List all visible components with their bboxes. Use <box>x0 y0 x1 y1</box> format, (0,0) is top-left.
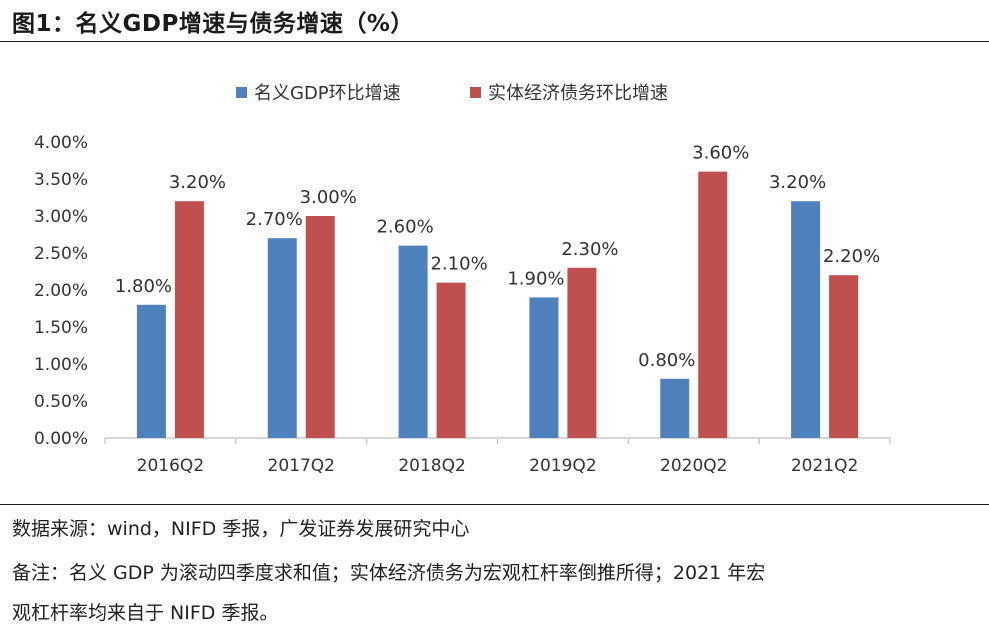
legend-swatch-series2 <box>470 87 481 98</box>
figure-title: 图1：名义GDP增速与债务增速（%） <box>12 11 414 37</box>
data-label: 2.60% <box>376 217 433 238</box>
bottom-rule <box>0 504 989 505</box>
bar-chart: 0.00% 0.50% 1.00% 1.50% 2.00% 2.50% 3.00% 3.50%… <box>34 83 891 476</box>
bar-series2 <box>174 201 204 438</box>
bar-series2 <box>436 282 466 438</box>
data-label: 3.20% <box>169 172 226 193</box>
y-tick-label: 1.00% <box>34 355 88 375</box>
bar-series2 <box>698 171 728 438</box>
y-tick-label: 4.00% <box>34 133 88 153</box>
data-label: 1.90% <box>507 268 564 289</box>
bar-series1 <box>267 238 297 438</box>
x-tick-label: 2017Q2 <box>268 456 335 476</box>
x-tick-label: 2021Q2 <box>791 456 858 476</box>
bar-series2 <box>829 275 859 438</box>
x-tick-label: 2020Q2 <box>660 456 727 476</box>
legend-label: 实体经济债务环比增速 <box>488 83 668 104</box>
x-tick-label: 2016Q2 <box>137 456 204 476</box>
y-tick-label: 0.00% <box>34 429 88 449</box>
bar-series1 <box>791 201 821 438</box>
data-label: 2.70% <box>246 209 303 230</box>
y-tick-label: 1.50% <box>34 318 88 338</box>
data-label: 2.20% <box>823 246 880 267</box>
bar-series1 <box>529 297 559 438</box>
y-tick-label: 2.50% <box>34 244 88 264</box>
bar-series1 <box>398 245 428 438</box>
legend-swatch-series1 <box>236 87 247 98</box>
data-label: 3.20% <box>769 172 826 193</box>
data-label: 3.60% <box>692 143 749 164</box>
data-label: 2.10% <box>430 254 487 275</box>
y-tick-label: 3.50% <box>34 170 88 190</box>
bar-series1 <box>136 304 166 438</box>
x-tick-label: 2018Q2 <box>398 456 465 476</box>
remark-note-line1: 备注：名义 GDP 为滚动四季度求和值；实体经济债务为宏观杠杆率倒推所得；202… <box>12 562 766 584</box>
y-tick-label: 2.00% <box>34 281 88 301</box>
data-label: 1.80% <box>115 276 172 297</box>
remark-note-line2: 观杠杆率均来自于 NIFD 季报。 <box>12 602 279 624</box>
y-tick-label: 0.50% <box>34 392 88 412</box>
data-label: 2.30% <box>561 239 618 260</box>
legend-label: 名义GDP环比增速 <box>254 83 401 104</box>
x-tick-label: 2019Q2 <box>529 456 596 476</box>
bar-series1 <box>660 378 690 438</box>
source-note: 数据来源：wind，NIFD 季报，广发证券发展研究中心 <box>12 518 470 540</box>
top-rule <box>0 41 989 42</box>
bar-series2 <box>305 216 335 438</box>
data-label: 3.00% <box>300 187 357 208</box>
bar-series2 <box>567 267 597 438</box>
y-tick-label: 3.00% <box>34 207 88 227</box>
data-label: 0.80% <box>638 350 695 371</box>
